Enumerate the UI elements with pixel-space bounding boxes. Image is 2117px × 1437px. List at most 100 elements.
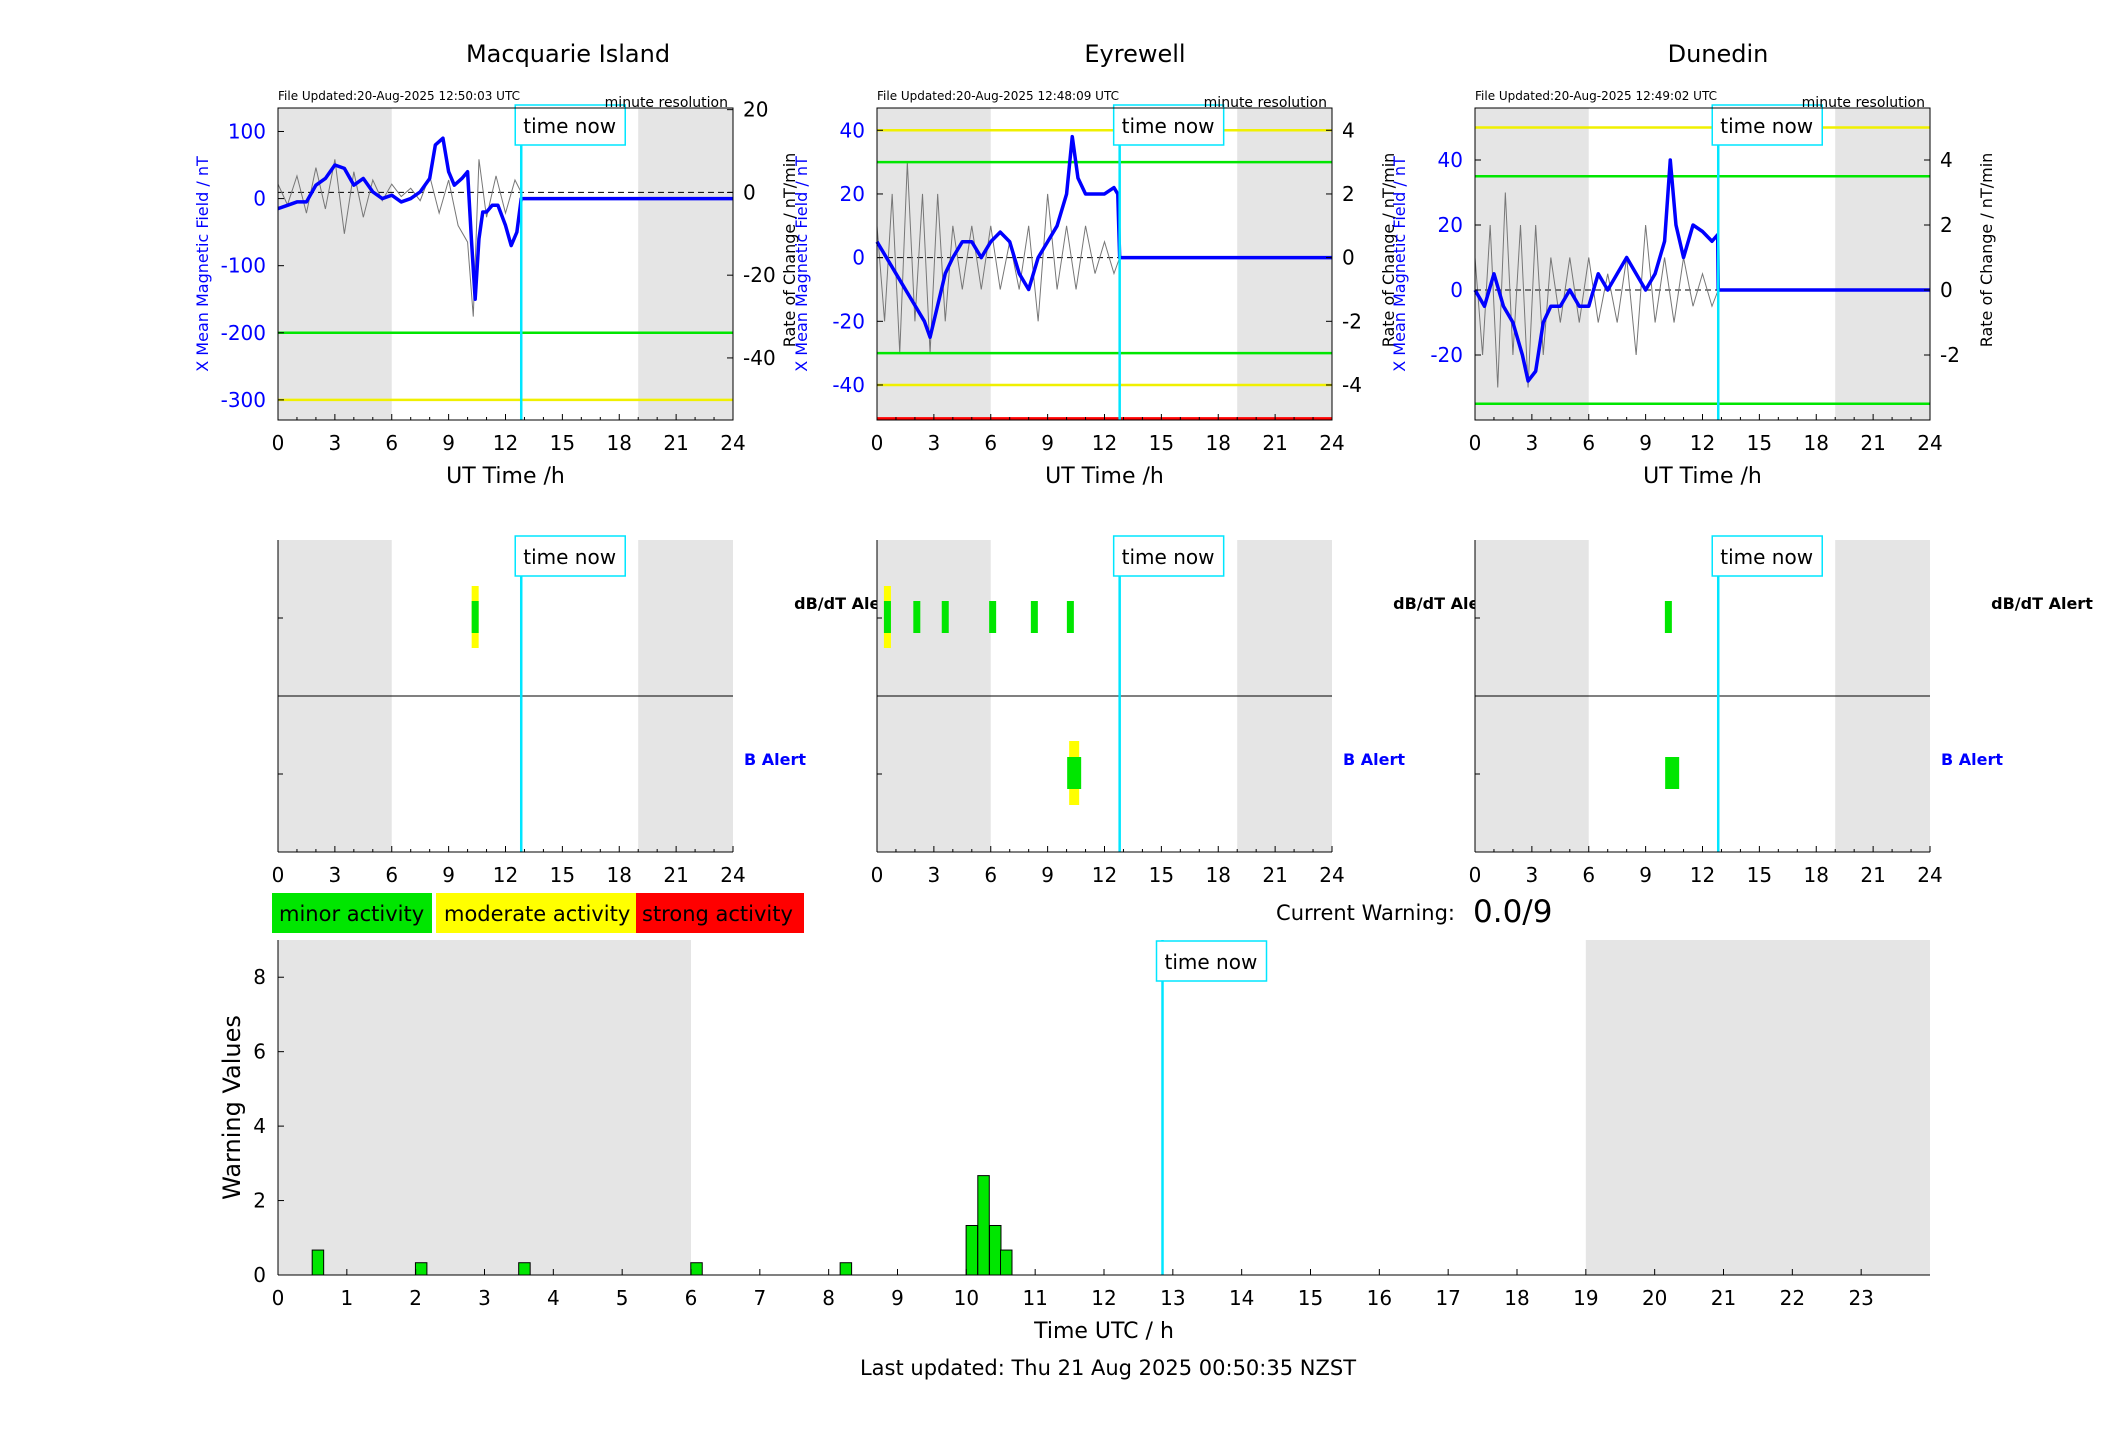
x-tick-label: 0	[871, 863, 884, 887]
x-tick-label: 3	[928, 431, 941, 455]
left-tick-label: -300	[221, 388, 266, 412]
y-tick-label: 8	[253, 965, 266, 989]
x-tick-label: 11	[1022, 1286, 1047, 1310]
legend-moderate-swatch	[436, 893, 636, 933]
x-tick-label: 0	[272, 1286, 285, 1310]
magnetic-field-series	[875, 134, 1332, 339]
x-tick-label: 9	[442, 863, 455, 887]
time-now-box	[514, 104, 626, 146]
x-tick-label: 9	[1041, 863, 1054, 887]
dunedin-title: Dunedin	[1668, 40, 1769, 68]
b-alert-label: B Alert	[744, 750, 806, 769]
x-tick-label: 0	[272, 431, 285, 455]
time-now-label: time now	[1720, 545, 1813, 569]
macquarie-alert-plot: time now dB/dT Alert B Alert 0 3 6 9 12 15 18 21 24	[272, 535, 896, 887]
x-tick-label: 23	[1848, 1286, 1873, 1310]
db-alert-marker	[883, 601, 891, 633]
right-tick-label: 4	[1342, 118, 1355, 142]
warning-bar	[977, 1175, 990, 1276]
left-tick-label: -100	[221, 254, 266, 278]
db-alert-marker	[913, 601, 921, 633]
current-warning-label: Current Warning:	[1276, 901, 1455, 925]
x-tick-label: 24	[720, 863, 745, 887]
y-tick-label: 6	[253, 1040, 266, 1064]
x-tick-label: 6	[385, 863, 398, 887]
left-axis-label: X Mean Magnetic Field / nT	[792, 156, 811, 372]
x-tick-label: 16	[1367, 1286, 1392, 1310]
night-shading	[1585, 940, 1930, 1275]
resolution-text: minute resolution	[605, 95, 728, 111]
x-tick-label: 15	[1149, 863, 1174, 887]
x-tick-label: 2	[409, 1286, 422, 1310]
db-alert-marker	[1664, 601, 1672, 633]
right-axis-label: Rate of Change / nT/min	[1977, 153, 1996, 348]
time-now-box	[1112, 104, 1225, 146]
warning-bar	[414, 1262, 428, 1276]
x-tick-label: 21	[1262, 863, 1287, 887]
x-tick-label: 18	[1206, 431, 1231, 455]
eyrewell-alert-plot: time now dB/dT Alert B Alert 0 3 6 9 12 15 18 21 24	[871, 535, 1495, 887]
db-alert-marker	[941, 601, 949, 633]
x-tick-label: 21	[663, 431, 688, 455]
warning-bar	[518, 1262, 531, 1276]
warning-bar	[965, 1224, 979, 1276]
time-now-label: time now	[523, 114, 616, 138]
left-tick-label: 0	[852, 246, 865, 270]
activity-legend: minor activity moderate activity strong …	[272, 893, 804, 933]
right-tick-label: -2	[1342, 309, 1362, 333]
right-axis-label: Rate of Change / nT/min	[1379, 153, 1398, 348]
magnetic-field-series	[1473, 158, 1930, 383]
x-tick-label: 22	[1780, 1286, 1805, 1310]
x-tick-label: 20	[1642, 1286, 1667, 1310]
x-tick-label: 19	[1573, 1286, 1598, 1310]
night-shading	[638, 108, 733, 420]
left-tick-label: 20	[840, 182, 865, 206]
db-alert-label: dB/dT Alert	[1393, 594, 1495, 613]
x-tick-label: 18	[1804, 431, 1829, 455]
time-now-box	[1155, 940, 1268, 982]
file-updated-text: File Updated:20-Aug-2025 12:48:09 UTC	[877, 89, 1119, 103]
x-tick-label: 3	[329, 863, 342, 887]
night-shading	[1237, 108, 1332, 420]
x-tick-label: 12	[1690, 863, 1715, 887]
x-tick-label: 5	[616, 1286, 629, 1310]
x-tick-label: 3	[329, 431, 342, 455]
x-tick-label: 21	[1711, 1286, 1736, 1310]
x-tick-label: 9	[891, 1286, 904, 1310]
x-tick-label: 12	[493, 431, 518, 455]
x-tick-label: 21	[1262, 431, 1287, 455]
right-tick-label: 4	[1940, 148, 1953, 172]
x-tick-label: 0	[1469, 863, 1482, 887]
night-shading	[1475, 108, 1589, 420]
x-tick-label: 24	[1319, 863, 1344, 887]
current-warning-value: 0.0/9	[1473, 894, 1552, 930]
x-tick-label: 0	[272, 863, 285, 887]
b-alert-label: B Alert	[1343, 750, 1405, 769]
last-updated: Last updated: Thu 21 Aug 2025 00:50:35 N…	[860, 1356, 1356, 1380]
x-tick-label: 24	[720, 431, 745, 455]
y-tick-label: 2	[253, 1189, 266, 1213]
x-tick-label: 10	[954, 1286, 979, 1310]
x-tick-label: 24	[1917, 431, 1942, 455]
x-tick-label: 9	[442, 431, 455, 455]
x-tick-label: 9	[1639, 863, 1652, 887]
right-tick-label: 0	[743, 180, 756, 204]
left-tick-label: 0	[1450, 278, 1463, 302]
x-tick-label: 3	[478, 1286, 491, 1310]
x-tick-label: 12	[1690, 431, 1715, 455]
right-tick-label: -20	[743, 263, 776, 287]
night-shading	[278, 108, 392, 420]
x-tick-label: 8	[822, 1286, 835, 1310]
x-tick-label: 3	[1526, 431, 1539, 455]
warning-bar	[311, 1249, 325, 1276]
y-tick-label: 4	[253, 1114, 266, 1138]
x-tick-label: 0	[1469, 431, 1482, 455]
x-tick-label: 13	[1160, 1286, 1185, 1310]
macquarie-title: Macquarie Island	[466, 40, 670, 68]
time-now-label: time now	[1720, 114, 1813, 138]
x-tick-label: 9	[1041, 431, 1054, 455]
db-alert-marker	[1030, 601, 1038, 633]
night-shading	[278, 940, 691, 1275]
x-tick-label: 15	[550, 431, 575, 455]
